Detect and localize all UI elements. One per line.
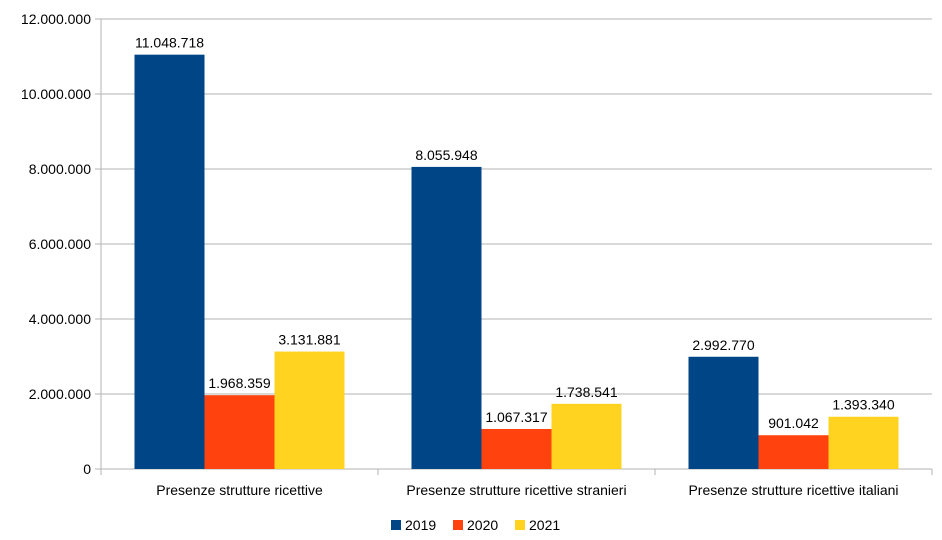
legend-label: 2019 xyxy=(405,517,436,533)
legend-swatch-2021 xyxy=(515,520,525,530)
bar-2019-1 xyxy=(134,54,205,470)
data-label: 1.393.340 xyxy=(832,397,894,413)
y-tick-label: 8.000.000 xyxy=(29,161,91,177)
bar-2021-1 xyxy=(274,351,345,469)
data-label: 3.131.881 xyxy=(278,332,340,348)
data-label: 1.968.359 xyxy=(208,375,270,391)
data-label: 1.738.541 xyxy=(555,384,617,400)
data-label: 901.042 xyxy=(768,415,819,431)
bar-2019-2 xyxy=(411,166,482,469)
bars xyxy=(134,54,899,470)
bar-2020-2 xyxy=(481,428,552,469)
data-label: 1.067.317 xyxy=(485,409,547,425)
axes: 0 2.000.000 4.000.000 6.000.000 8.000.000 10.… xyxy=(21,11,933,498)
x-category-label: Presenze strutture ricettive italiani xyxy=(688,482,898,498)
bar-2021-3 xyxy=(828,416,899,469)
data-label: 8.055.948 xyxy=(415,147,477,163)
legend-label: 2020 xyxy=(467,517,498,533)
bar-2021-2 xyxy=(551,403,622,469)
y-tick-label: 2.000.000 xyxy=(29,386,91,402)
data-labels: 11.048.718 1.968.359 3.131.881 8.055.948 1.0… xyxy=(135,35,895,432)
legend-swatch-2019 xyxy=(391,520,401,530)
legend: 2019 2020 2021 xyxy=(391,517,560,533)
x-category-label: Presenze strutture ricettive stranieri xyxy=(406,482,626,498)
y-tick-label: 4.000.000 xyxy=(29,311,91,327)
y-tick-label: 0 xyxy=(83,461,91,477)
legend-label: 2021 xyxy=(529,517,560,533)
x-category-label: Presenze strutture ricettive xyxy=(156,482,323,498)
legend-swatch-2020 xyxy=(453,520,463,530)
y-tick-label: 12.000.000 xyxy=(21,11,91,27)
bar-2019-3 xyxy=(688,356,759,469)
data-label: 2.992.770 xyxy=(692,337,754,353)
data-label: 11.048.718 xyxy=(135,35,204,51)
gridlines xyxy=(101,18,932,470)
bar-2020-3 xyxy=(758,435,829,469)
bar-2020-1 xyxy=(204,395,275,469)
y-tick-label: 10.000.000 xyxy=(21,86,91,102)
y-tick-label: 6.000.000 xyxy=(29,236,91,252)
